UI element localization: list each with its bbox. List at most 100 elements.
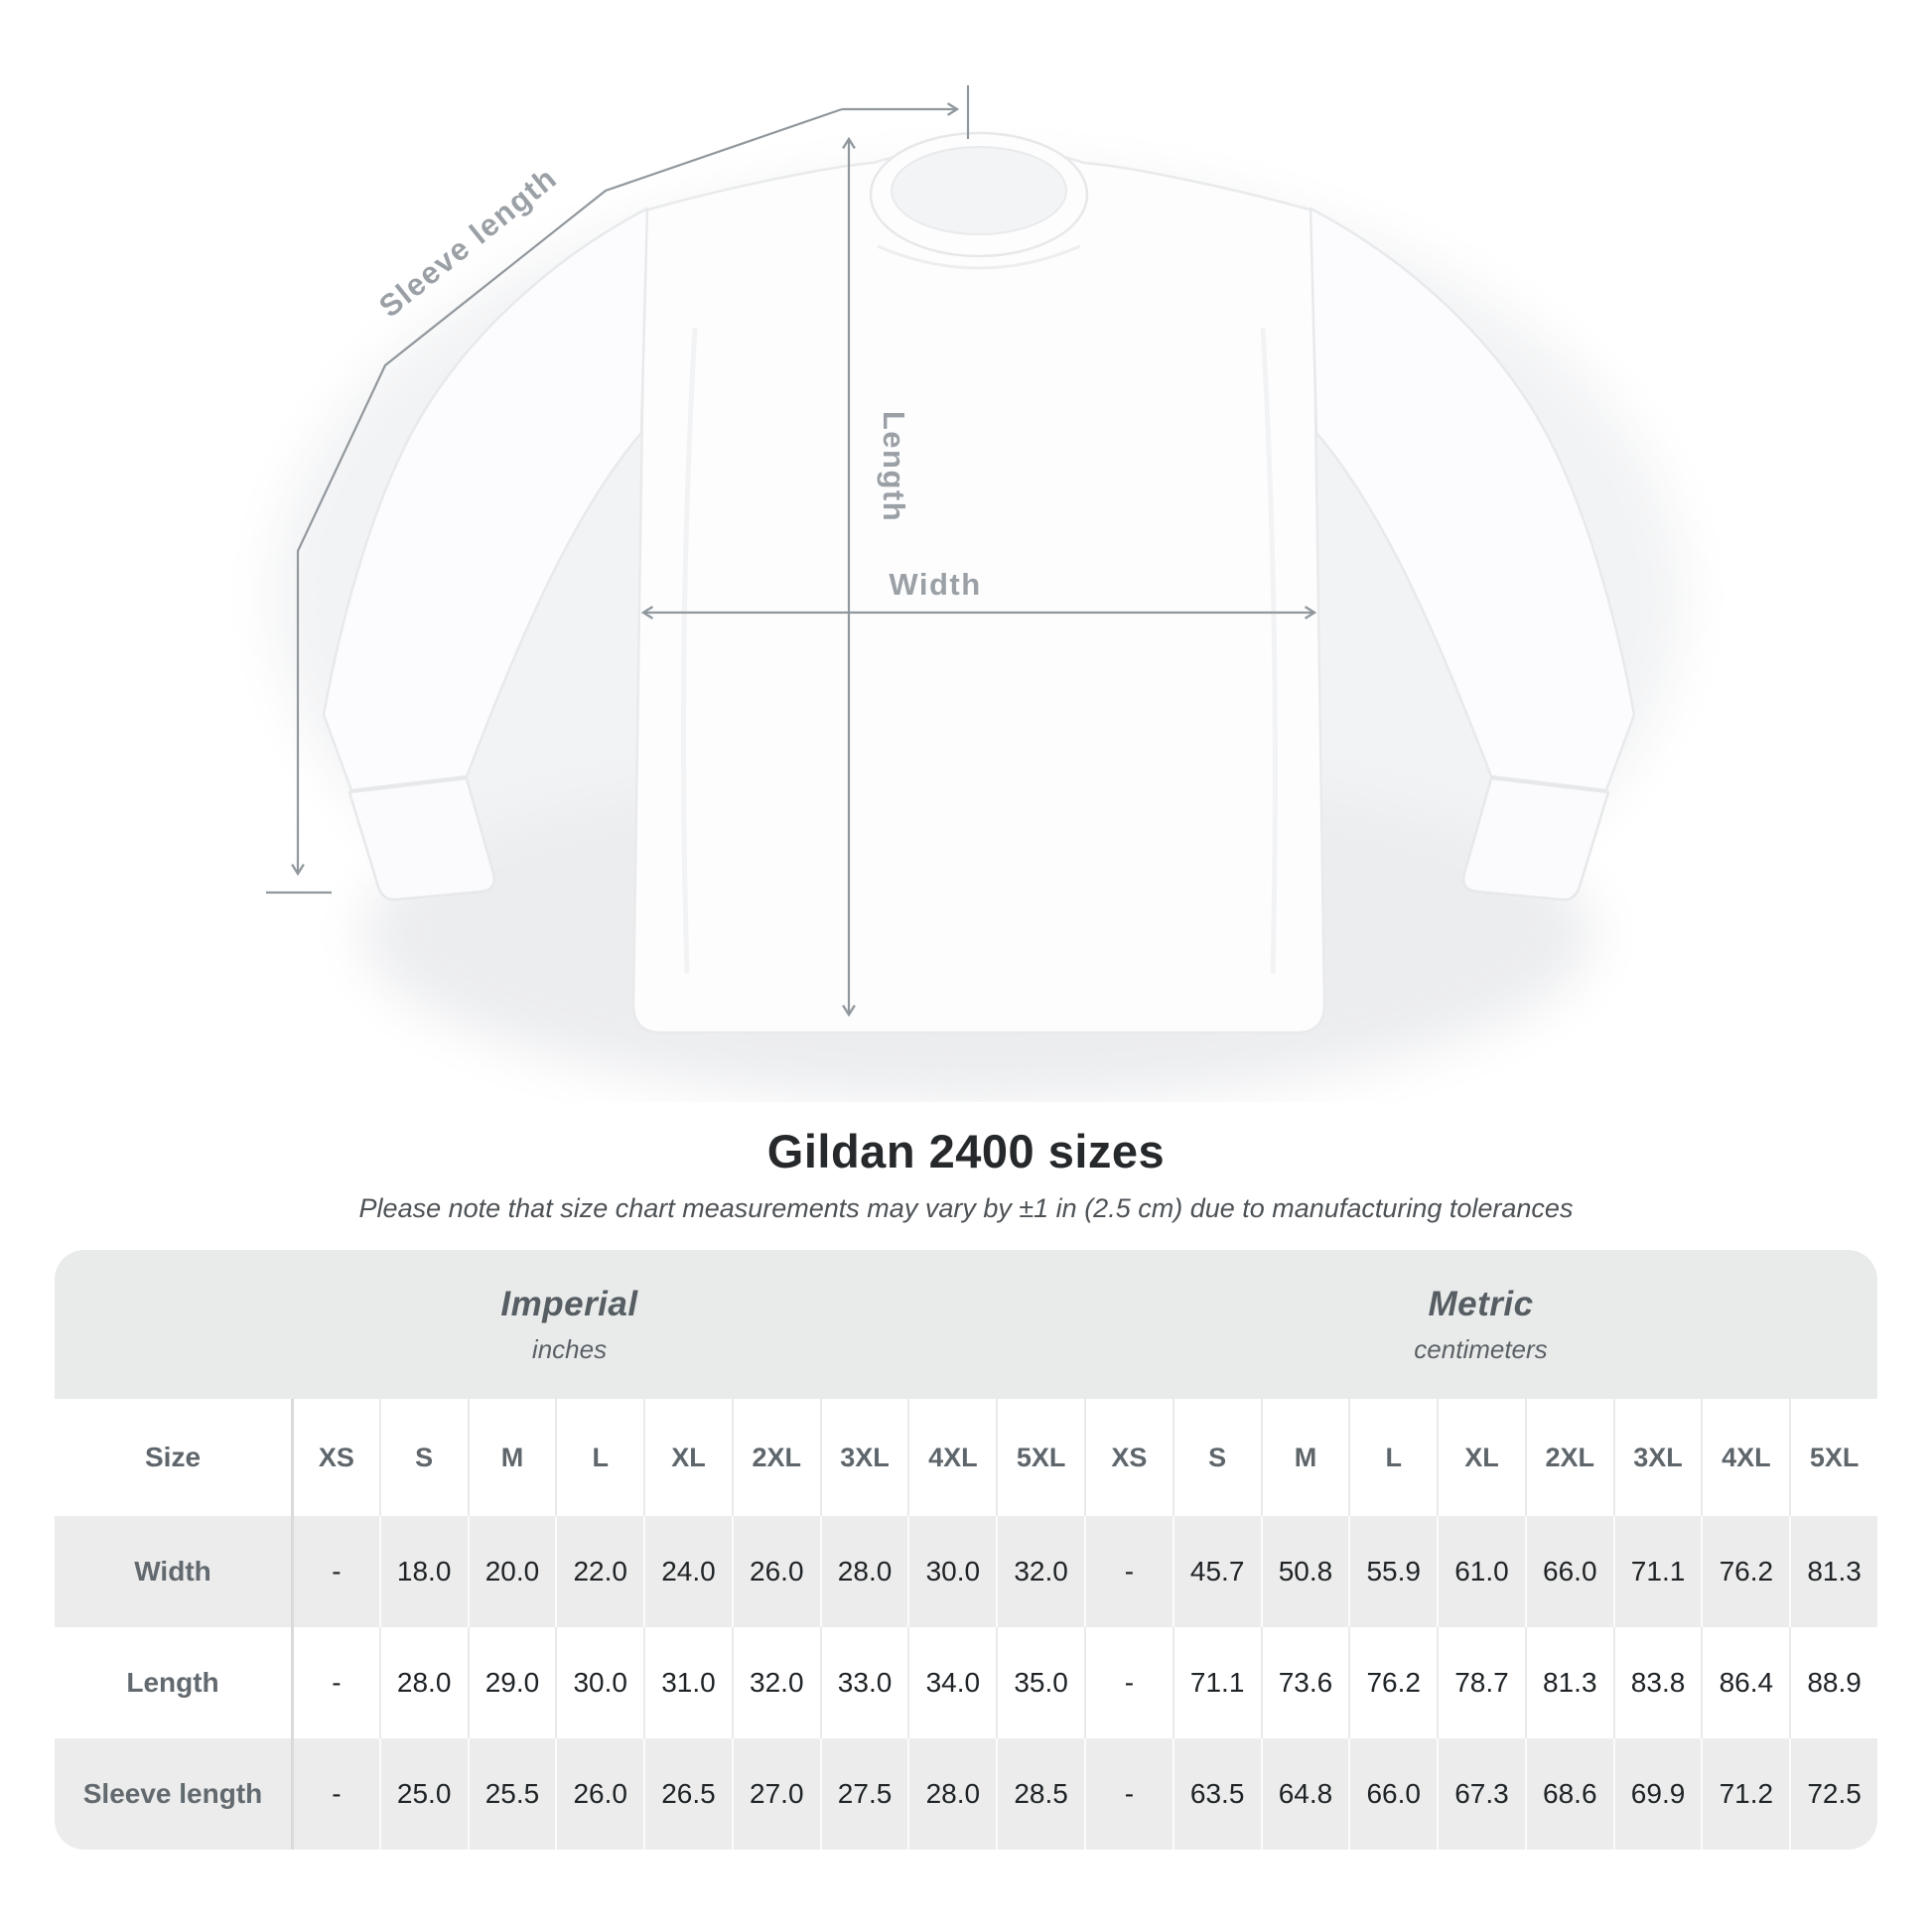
table-cell: 71.1	[1612, 1516, 1702, 1627]
size-header-metric-4xl: 4XL	[1701, 1399, 1789, 1516]
table-cell: 28.5	[996, 1738, 1084, 1850]
table-cell: -	[291, 1627, 379, 1738]
shirt-sleeve-right	[1309, 207, 1636, 792]
table-cell: 20.0	[467, 1516, 556, 1627]
table-cell: -	[291, 1738, 379, 1850]
shirt-collar-seam	[877, 244, 1081, 270]
measurement-annotations	[266, 85, 1317, 1018]
table-cell: 66.0	[1348, 1738, 1438, 1850]
size-header-metric-xs: XS	[1084, 1399, 1173, 1516]
table-cell: 86.4	[1701, 1627, 1789, 1738]
size-header-imperial-2xl: 2XL	[731, 1399, 820, 1516]
table-cell: 88.9	[1789, 1627, 1877, 1738]
size-header-metric-s: S	[1172, 1399, 1261, 1516]
table-row-sleeve-length: Sleeve length - 25.0 25.5 26.0 26.5 27.0…	[55, 1738, 1877, 1850]
tolerance-note: Please note that size chart measurements…	[358, 1193, 1574, 1223]
table-cell: 22.0	[555, 1516, 644, 1627]
unit-group-name: Imperial	[500, 1284, 638, 1323]
table-cell: -	[1084, 1738, 1173, 1850]
unit-group-imperial: Imperial inches	[55, 1250, 1084, 1399]
table-cell: 81.3	[1789, 1516, 1877, 1627]
table-cell: 25.0	[378, 1738, 468, 1850]
shirt-cuff-left	[347, 776, 495, 901]
table-cell: 31.0	[643, 1627, 732, 1738]
length-label: Length	[877, 411, 911, 522]
shirt-collar-opening	[891, 146, 1067, 235]
unit-group-unit: inches	[531, 1333, 608, 1364]
table-cell: 24.0	[643, 1516, 732, 1627]
table-cell: 71.1	[1172, 1627, 1261, 1738]
shirt-cuff-right	[1462, 776, 1610, 901]
size-header-imperial-m: M	[467, 1399, 556, 1516]
table-cell: 30.0	[907, 1516, 997, 1627]
table-cell: 26.0	[555, 1738, 644, 1850]
table-cell: 26.5	[643, 1738, 732, 1850]
table-cell: 61.0	[1437, 1516, 1525, 1627]
table-cell: 32.0	[996, 1516, 1084, 1627]
table-cell: 64.8	[1260, 1738, 1349, 1850]
size-chart-heading: Gildan 2400 sizes Please note that size …	[0, 1125, 1932, 1224]
table-cell: -	[291, 1516, 379, 1627]
size-chart-table: Imperial inches Metric centimeters Size …	[55, 1250, 1877, 1850]
table-cell: 35.0	[996, 1627, 1084, 1738]
size-header-metric-l: L	[1348, 1399, 1437, 1516]
row-label: Length	[126, 1667, 219, 1698]
size-header-imperial-4xl: 4XL	[907, 1399, 996, 1516]
shirt-sleeve-left	[322, 207, 649, 792]
table-row-width: Width - 18.0 20.0 22.0 24.0 26.0 28.0 30…	[55, 1516, 1877, 1627]
table-cell: 69.9	[1612, 1738, 1702, 1850]
table-cell: 29.0	[467, 1627, 556, 1738]
width-label: Width	[889, 567, 981, 602]
table-cell: 67.3	[1437, 1738, 1525, 1850]
shirt-diagram-svg: Sleeve length Length Width	[266, 85, 1683, 1102]
table-cell: 25.5	[467, 1738, 556, 1850]
table-cell: 76.2	[1348, 1627, 1437, 1738]
unit-group-name: Metric	[1428, 1284, 1534, 1323]
table-cell: 27.0	[731, 1738, 820, 1850]
table-cell: 28.0	[907, 1738, 997, 1850]
shirt-crease-right	[1260, 327, 1278, 974]
size-header-imperial-l: L	[555, 1399, 643, 1516]
shirt-torso	[631, 144, 1326, 1035]
unit-band: Imperial inches Metric centimeters	[55, 1250, 1877, 1399]
table-header-row: Size XS S M L XL 2XL 3XL 4XL 5XL XS S M …	[55, 1399, 1877, 1516]
table-cell: 76.2	[1701, 1516, 1790, 1627]
table-cell: 30.0	[555, 1627, 643, 1738]
table-cell: 72.5	[1789, 1738, 1877, 1850]
table-row-length: Length - 28.0 29.0 30.0 31.0 32.0 33.0 3…	[55, 1627, 1877, 1738]
table-cell: 81.3	[1524, 1627, 1613, 1738]
size-header-imperial-xl: XL	[643, 1399, 732, 1516]
table-cell: 18.0	[378, 1516, 468, 1627]
table-cell: 50.8	[1260, 1516, 1349, 1627]
table-cell: 32.0	[731, 1627, 820, 1738]
size-header-metric-m: M	[1260, 1399, 1349, 1516]
shirt-measurement-diagram: Sleeve length Length Width	[266, 85, 1683, 1102]
table-cell: 83.8	[1612, 1627, 1702, 1738]
sleeve-length-line	[291, 107, 843, 877]
size-header-imperial-3xl: 3XL	[819, 1399, 908, 1516]
size-header-metric-3xl: 3XL	[1612, 1399, 1702, 1516]
size-header-imperial-s: S	[378, 1399, 468, 1516]
size-header-metric-xl: XL	[1437, 1399, 1525, 1516]
row-label: Width	[55, 1516, 291, 1627]
shirt-illustration	[322, 131, 1636, 1035]
size-header-metric-5xl: 5XL	[1789, 1399, 1877, 1516]
table-cell: 27.5	[819, 1738, 908, 1850]
table-cell: 26.0	[731, 1516, 820, 1627]
shirt-crease-left	[680, 327, 698, 974]
page-title: Gildan 2400 sizes	[766, 1125, 1166, 1177]
table-cell: 68.6	[1524, 1738, 1613, 1850]
size-column-header: Size	[144, 1442, 202, 1472]
table-cell: -	[1084, 1516, 1173, 1627]
table-cell: 45.7	[1172, 1516, 1261, 1627]
row-label: Sleeve length	[55, 1738, 291, 1850]
unit-group-unit: centimeters	[1414, 1333, 1548, 1364]
table-cell: 28.0	[819, 1516, 908, 1627]
table-cell: 55.9	[1348, 1516, 1438, 1627]
table-cell: 66.0	[1524, 1516, 1613, 1627]
unit-group-metric: Metric centimeters	[1084, 1250, 1877, 1399]
table-cell: 34.0	[907, 1627, 996, 1738]
table-cell: 63.5	[1172, 1738, 1261, 1850]
size-header-imperial-xs: XS	[291, 1399, 379, 1516]
table-cell: 78.7	[1437, 1627, 1525, 1738]
